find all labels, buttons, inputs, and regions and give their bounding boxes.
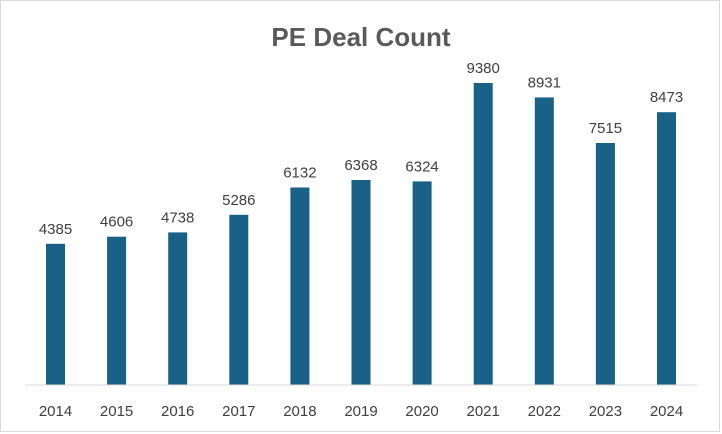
bar-2014 bbox=[46, 243, 65, 385]
bar-2018 bbox=[290, 187, 310, 385]
x-tick-label-2021: 2021 bbox=[467, 403, 500, 420]
data-label-2020: 6324 bbox=[405, 158, 438, 175]
data-label-2018: 6132 bbox=[283, 165, 316, 182]
x-tick-label-2024: 2024 bbox=[650, 403, 683, 420]
chart-title: PE Deal Count bbox=[271, 22, 450, 52]
data-label-2021: 9380 bbox=[467, 60, 500, 77]
data-label-2024: 8473 bbox=[650, 89, 683, 106]
data-label-2016: 4738 bbox=[161, 209, 194, 226]
x-tick-label-2018: 2018 bbox=[283, 403, 316, 420]
data-label-2015: 4606 bbox=[100, 214, 133, 231]
bar-2019 bbox=[351, 180, 371, 385]
x-tick-label-2017: 2017 bbox=[222, 403, 255, 420]
bar-2016 bbox=[168, 232, 188, 385]
bar-2023 bbox=[595, 143, 615, 385]
x-tick-label-2015: 2015 bbox=[100, 403, 133, 420]
bar-2021 bbox=[473, 83, 493, 385]
bar-series bbox=[46, 83, 676, 386]
data-label-2022: 8931 bbox=[528, 74, 561, 91]
data-label-2023: 7515 bbox=[589, 120, 622, 137]
x-tick-label-2023: 2023 bbox=[589, 403, 622, 420]
data-label-2017: 5286 bbox=[222, 192, 255, 209]
x-tick-label-2016: 2016 bbox=[161, 403, 194, 420]
x-tick-label-2020: 2020 bbox=[405, 403, 438, 420]
bar-2022 bbox=[534, 97, 554, 386]
bar-2017 bbox=[229, 214, 249, 385]
x-tick-label-2019: 2019 bbox=[344, 403, 377, 420]
x-tick-label-2014: 2014 bbox=[39, 403, 72, 420]
x-tick-label-2022: 2022 bbox=[528, 403, 561, 420]
x-tick-label-group: 2014 2015 2016 2017 2018 2019 2020 2021 2022 2023… bbox=[39, 403, 683, 420]
data-label-2014: 4385 bbox=[39, 221, 72, 238]
data-label-group: 4385 4606 4738 5286 6132 6368 6324 9380 8931 7515… bbox=[39, 60, 683, 238]
data-label-2019: 6368 bbox=[344, 157, 377, 174]
bar-2015 bbox=[107, 236, 127, 385]
bar-2020 bbox=[412, 181, 432, 385]
bar-2024 bbox=[657, 112, 676, 385]
